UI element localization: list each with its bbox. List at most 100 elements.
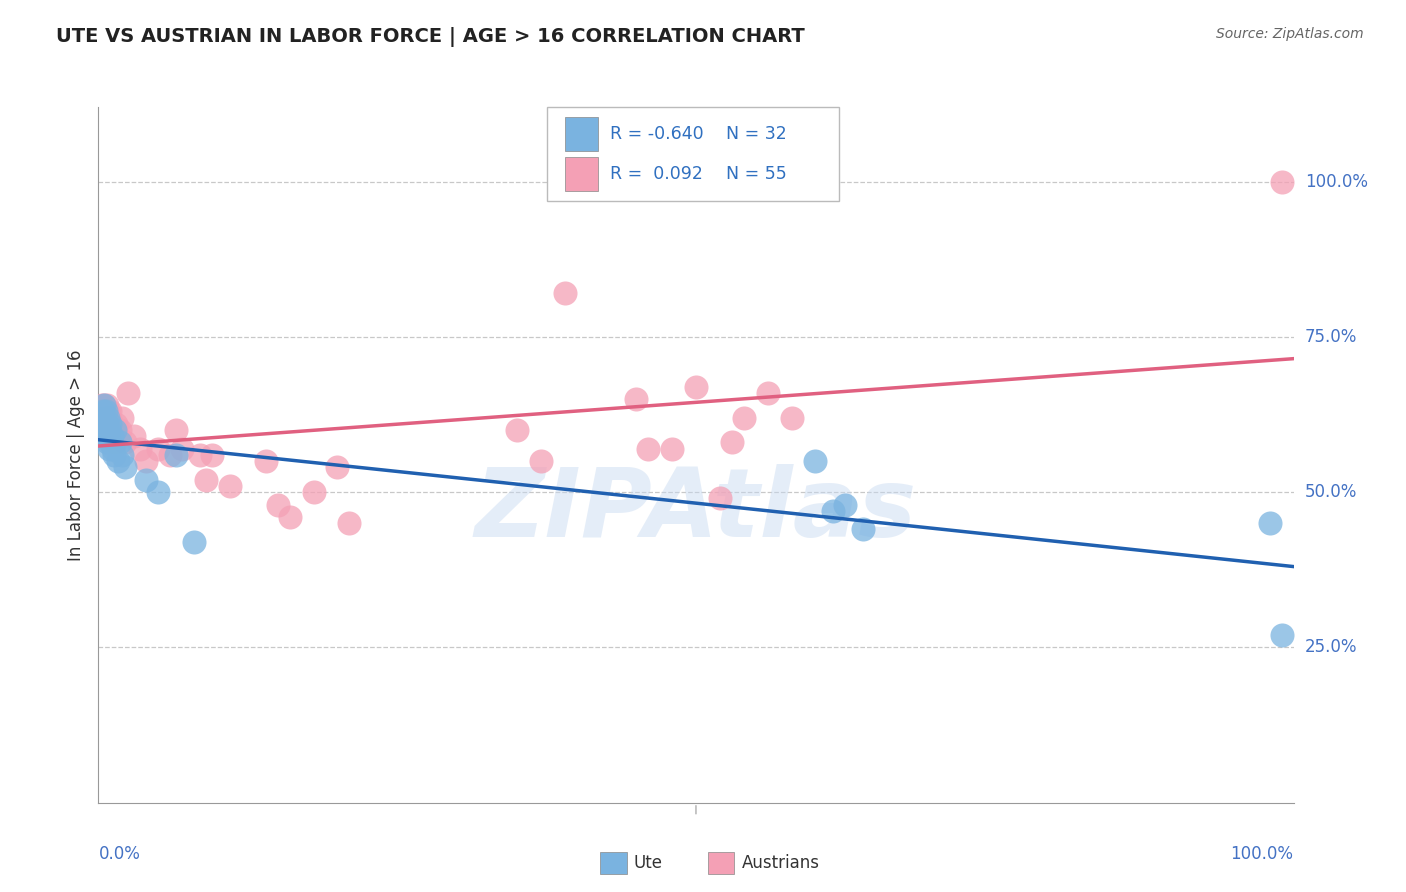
Point — [105, 417, 128, 431]
Point — [172, 442, 194, 456]
Point — [98, 435, 122, 450]
Text: 50.0%: 50.0% — [1305, 483, 1357, 501]
Point — [96, 398, 118, 412]
Point — [661, 442, 683, 456]
Point — [278, 510, 301, 524]
FancyBboxPatch shape — [547, 107, 839, 201]
Point — [94, 404, 117, 418]
Point — [98, 423, 121, 437]
Point — [159, 448, 181, 462]
Point — [97, 410, 120, 425]
Point — [96, 417, 118, 431]
Point — [194, 473, 217, 487]
Text: 25.0%: 25.0% — [1305, 639, 1357, 657]
Point — [637, 442, 659, 456]
Point — [733, 410, 755, 425]
Point — [834, 498, 856, 512]
Point — [104, 435, 127, 450]
Bar — [565, 118, 598, 151]
Point — [337, 516, 360, 531]
Text: 75.0%: 75.0% — [1305, 328, 1357, 346]
Point — [98, 404, 122, 418]
Point — [111, 410, 134, 425]
Point — [98, 410, 121, 425]
Point — [124, 429, 146, 443]
Point — [91, 404, 114, 418]
Point — [103, 429, 125, 443]
Point — [98, 417, 122, 431]
Point — [254, 454, 277, 468]
Point — [117, 385, 139, 400]
Bar — [709, 852, 734, 874]
Point — [709, 491, 731, 506]
Text: 0.0%: 0.0% — [98, 845, 141, 863]
Point — [1271, 628, 1294, 642]
Point — [326, 460, 349, 475]
Point — [135, 473, 157, 487]
Point — [183, 535, 205, 549]
Point — [94, 423, 117, 437]
Text: Ute: Ute — [634, 855, 662, 872]
Bar — [600, 852, 627, 874]
Point — [96, 435, 118, 450]
Point — [1258, 516, 1281, 531]
Point — [93, 417, 115, 431]
Point — [148, 442, 170, 456]
Point — [94, 410, 117, 425]
Point — [852, 523, 875, 537]
Point — [529, 454, 551, 468]
Point — [91, 423, 114, 437]
Text: ZIPAtlas: ZIPAtlas — [475, 464, 917, 558]
Point — [148, 485, 170, 500]
Point — [104, 423, 127, 437]
Point — [91, 410, 114, 425]
Point — [165, 448, 187, 462]
Point — [93, 398, 115, 412]
Point — [219, 479, 242, 493]
Point — [823, 504, 845, 518]
Text: UTE VS AUSTRIAN IN LABOR FORCE | AGE > 16 CORRELATION CHART: UTE VS AUSTRIAN IN LABOR FORCE | AGE > 1… — [56, 27, 806, 46]
Point — [100, 417, 122, 431]
Point — [506, 423, 529, 437]
Point — [108, 435, 131, 450]
Point — [97, 429, 120, 443]
Point — [91, 398, 114, 412]
Text: N = 55: N = 55 — [725, 165, 786, 183]
Point — [554, 286, 576, 301]
Text: N = 32: N = 32 — [725, 125, 786, 143]
Point — [804, 454, 827, 468]
Point — [129, 442, 152, 456]
Point — [98, 442, 121, 456]
Point — [93, 398, 115, 412]
Point — [98, 429, 122, 443]
Point — [107, 454, 129, 468]
Point — [188, 448, 211, 462]
Point — [624, 392, 647, 406]
Text: 100.0%: 100.0% — [1305, 172, 1368, 191]
Point — [135, 454, 157, 468]
Point — [91, 410, 114, 425]
Point — [302, 485, 325, 500]
Point — [111, 448, 134, 462]
Point — [107, 429, 129, 443]
Point — [1271, 175, 1294, 189]
Text: R = -0.640: R = -0.640 — [610, 125, 703, 143]
Point — [721, 435, 744, 450]
Text: Source: ZipAtlas.com: Source: ZipAtlas.com — [1216, 27, 1364, 41]
Point — [114, 435, 136, 450]
Point — [108, 423, 131, 437]
Point — [103, 448, 125, 462]
Point — [685, 379, 707, 393]
Point — [100, 429, 122, 443]
Point — [756, 385, 779, 400]
Point — [94, 423, 117, 437]
Point — [165, 423, 187, 437]
Point — [101, 423, 124, 437]
Text: Austrians: Austrians — [741, 855, 820, 872]
Y-axis label: In Labor Force | Age > 16: In Labor Force | Age > 16 — [66, 349, 84, 561]
Point — [93, 417, 115, 431]
Point — [267, 498, 290, 512]
Text: R =  0.092: R = 0.092 — [610, 165, 703, 183]
Text: 100.0%: 100.0% — [1230, 845, 1294, 863]
Point — [97, 404, 120, 418]
